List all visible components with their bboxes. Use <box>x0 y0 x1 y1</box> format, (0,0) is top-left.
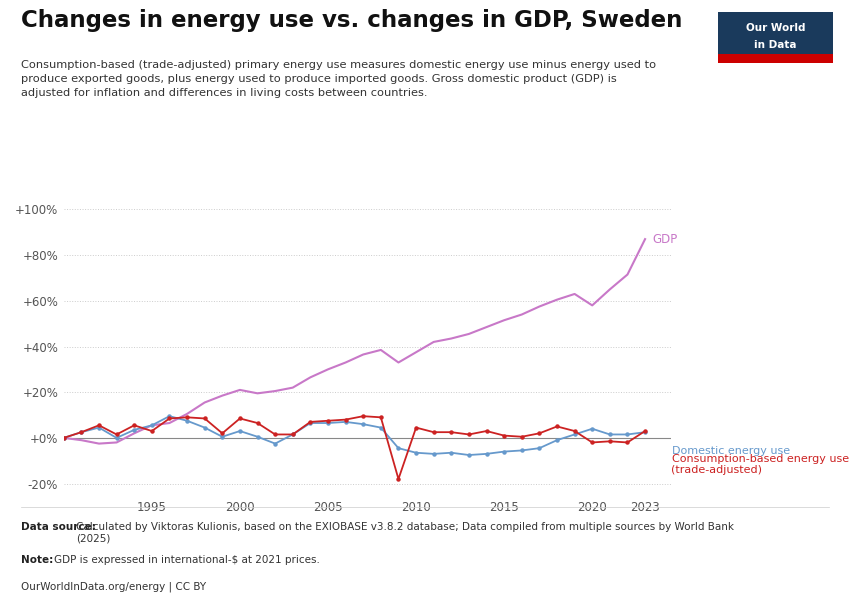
Text: Consumption-based (trade-adjusted) primary energy use measures domestic energy u: Consumption-based (trade-adjusted) prima… <box>21 60 656 98</box>
Bar <box>718 54 833 63</box>
Text: OurWorldInData.org/energy | CC BY: OurWorldInData.org/energy | CC BY <box>21 582 207 593</box>
Text: Our World: Our World <box>746 23 805 34</box>
Text: Calculated by Viktoras Kulionis, based on the EXIOBASE v3.8.2 database; Data com: Calculated by Viktoras Kulionis, based o… <box>76 522 734 544</box>
Text: Data source:: Data source: <box>21 522 99 532</box>
Text: Consumption-based energy use
(trade-adjusted): Consumption-based energy use (trade-adju… <box>672 454 848 475</box>
Text: Domestic energy use: Domestic energy use <box>672 446 790 456</box>
Text: Changes in energy use vs. changes in GDP, Sweden: Changes in energy use vs. changes in GDP… <box>21 9 683 32</box>
Text: in Data: in Data <box>755 40 796 50</box>
Text: GDP: GDP <box>652 233 677 245</box>
Text: Note:: Note: <box>21 555 57 565</box>
Text: GDP is expressed in international-$ at 2021 prices.: GDP is expressed in international-$ at 2… <box>54 555 320 565</box>
